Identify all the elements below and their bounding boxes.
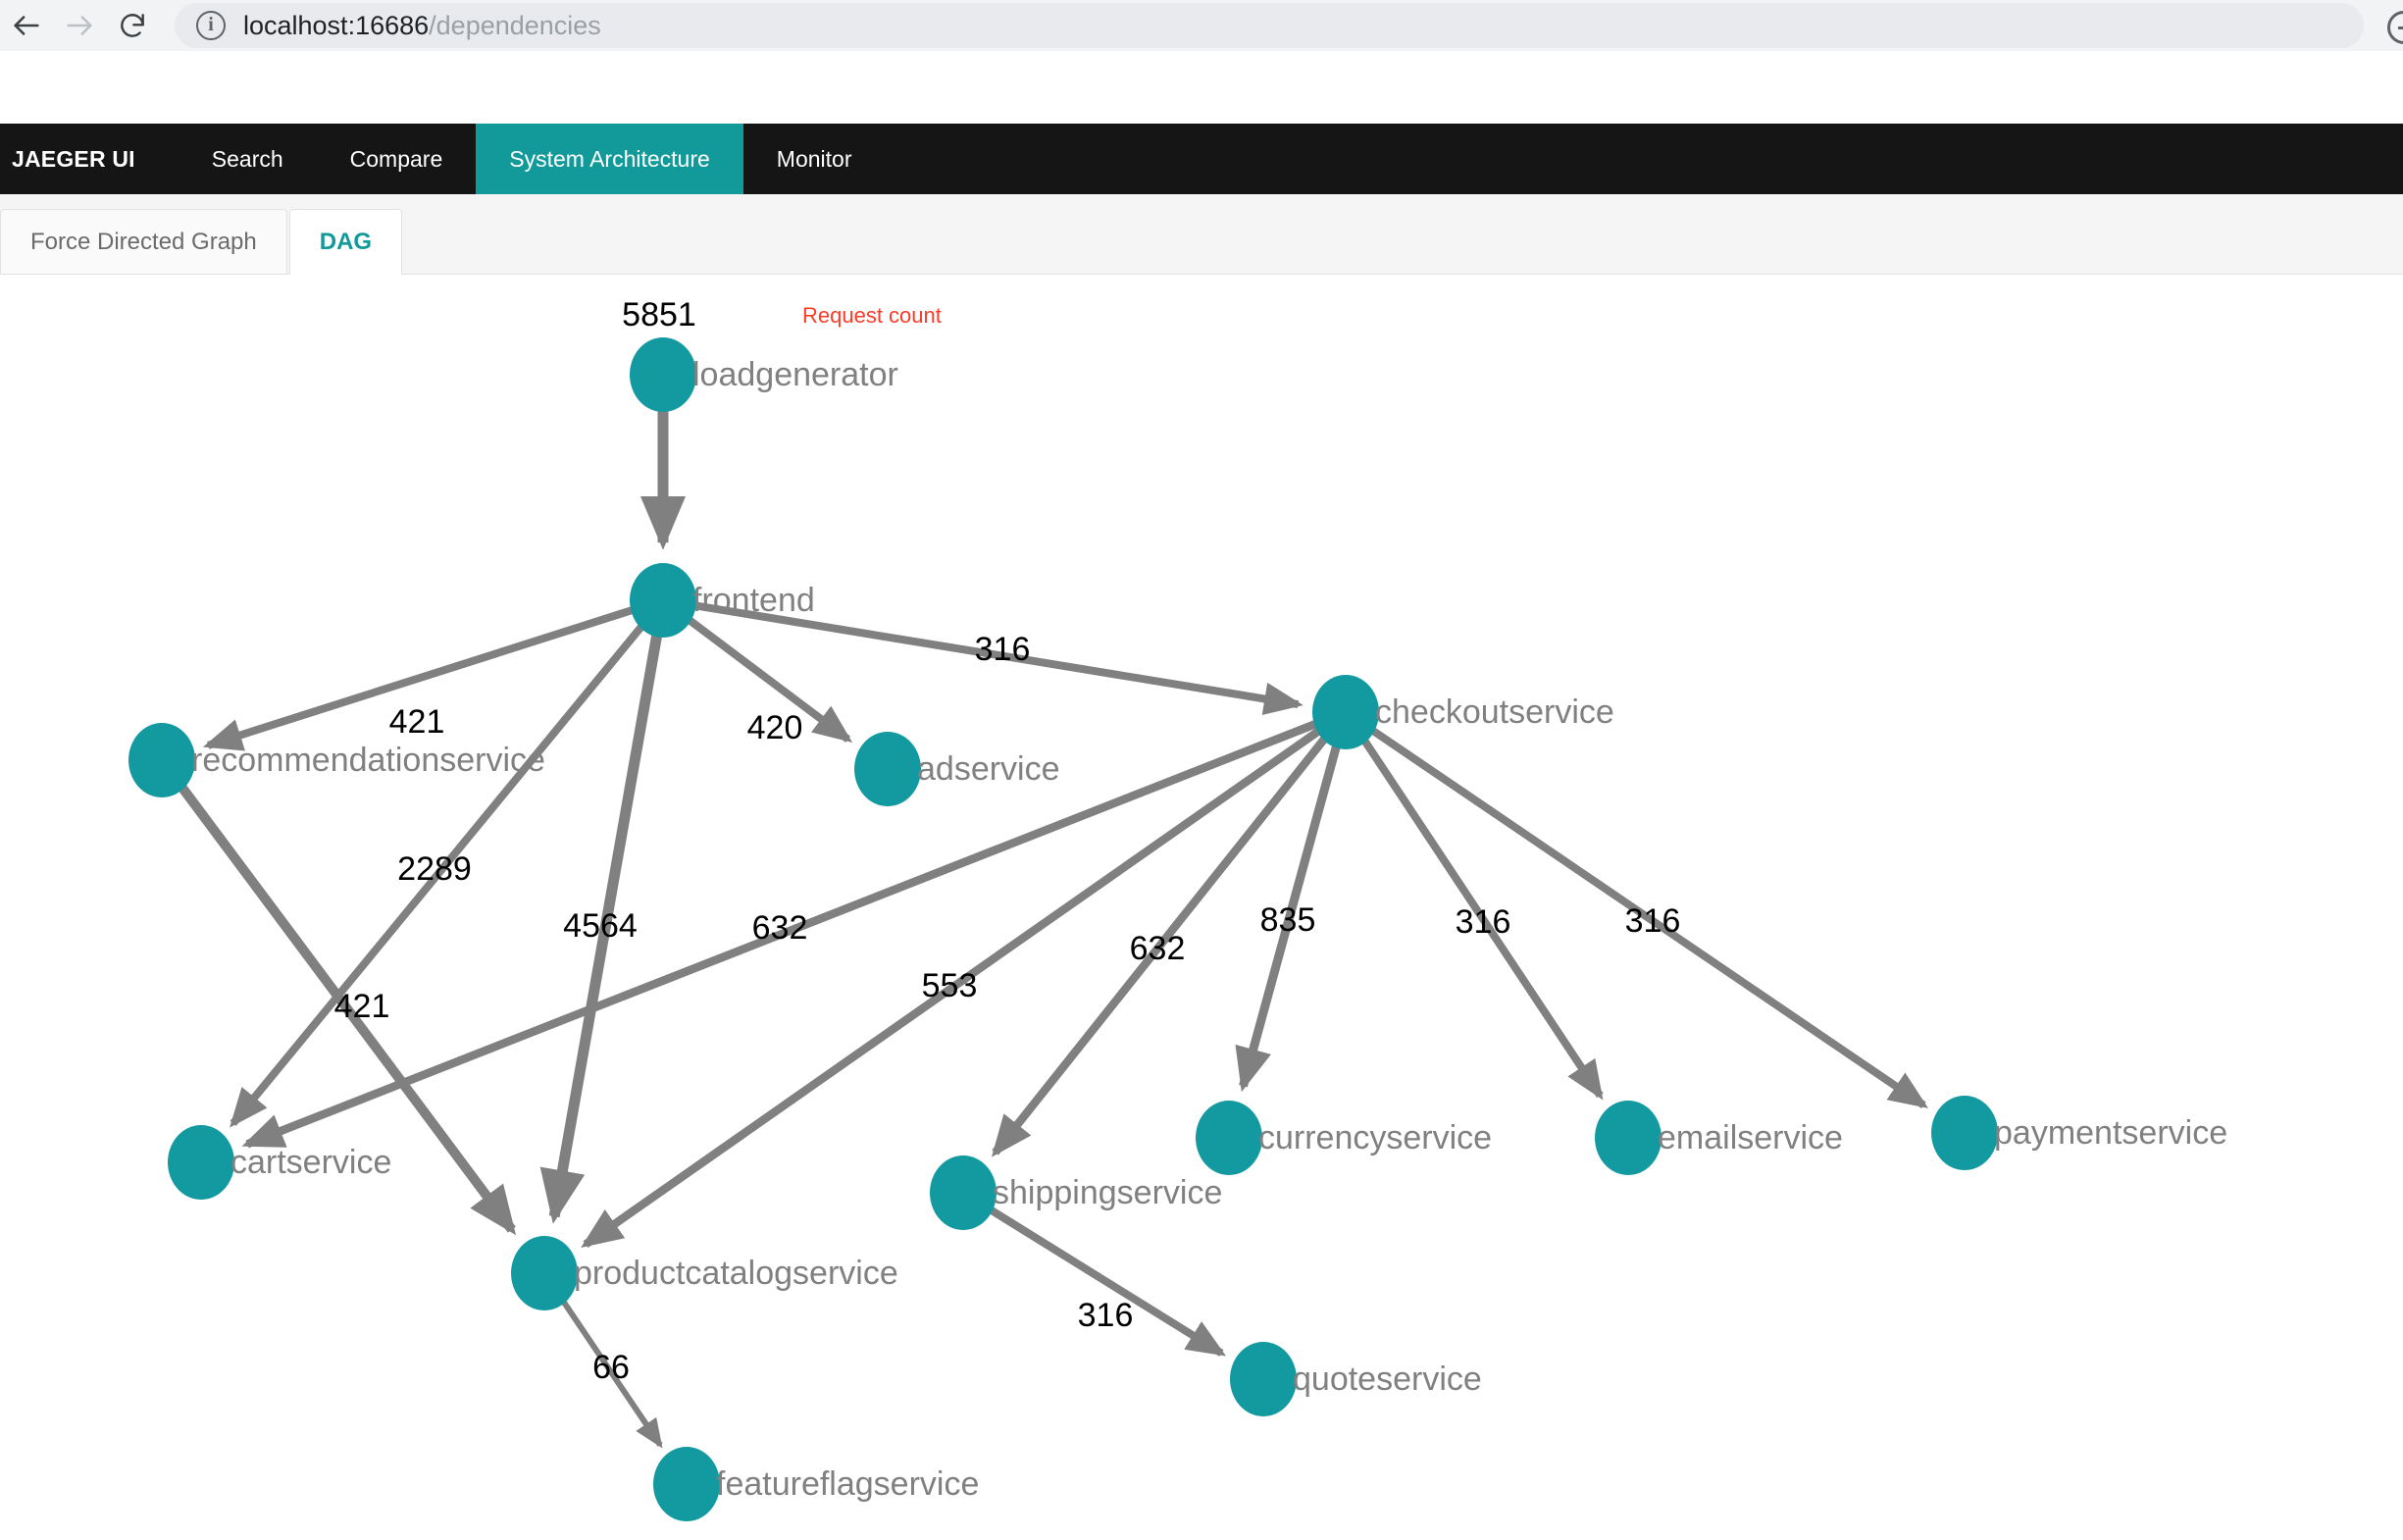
- dag-edges-layer: [178, 410, 1929, 1449]
- dag-edge[interactable]: [560, 1300, 663, 1449]
- jaeger-navbar: JAEGER UI Search Compare System Architec…: [0, 124, 2403, 194]
- dag-node-circle[interactable]: [653, 1447, 720, 1521]
- jaeger-brand[interactable]: JAEGER UI: [12, 145, 135, 172]
- nav-item-compare[interactable]: Compare: [349, 145, 443, 172]
- dag-node-circle[interactable]: [168, 1125, 234, 1200]
- dag-node[interactable]: quoteservice: [1230, 1342, 1482, 1416]
- dag-node[interactable]: emailservice: [1595, 1101, 1843, 1175]
- dag-edge-labels-layer: 5851 421 420 316 421 4564 2289 632 553 632 835 316 3…: [334, 296, 1681, 1386]
- dag-node[interactable]: recommendationservice: [128, 723, 545, 797]
- dag-node-circle[interactable]: [1230, 1342, 1297, 1416]
- info-icon[interactable]: i: [196, 11, 226, 40]
- dag-node-circle[interactable]: [854, 732, 921, 806]
- dag-node-label: paymentservice: [1994, 1114, 2227, 1152]
- dag-node-label: cartservice: [230, 1144, 391, 1181]
- dag-edge[interactable]: [241, 719, 1318, 1149]
- dag-node-circle[interactable]: [511, 1236, 578, 1310]
- dag-edge-label: 2289: [397, 850, 472, 888]
- tab-force-directed-graph[interactable]: Force Directed Graph: [0, 209, 287, 274]
- dag-node[interactable]: cartservice: [168, 1125, 391, 1200]
- dag-node-circle[interactable]: [630, 563, 696, 638]
- dag-edge[interactable]: [1360, 738, 1604, 1101]
- dag-node[interactable]: frontend: [630, 563, 815, 638]
- dag-node-label: emailservice: [1658, 1119, 1843, 1156]
- dag-node-circle[interactable]: [630, 337, 696, 412]
- dag-node-label: shippingservice: [993, 1174, 1222, 1211]
- tab-dag[interactable]: DAG: [288, 209, 403, 275]
- dag-edge[interactable]: [988, 1206, 1227, 1357]
- dag-edge-label: 5851: [622, 296, 696, 334]
- dag-edge-label: 421: [334, 988, 390, 1025]
- dag-edge[interactable]: [539, 634, 663, 1224]
- dag-node-label: checkoutservice: [1375, 693, 1614, 731]
- forward-arrow-icon[interactable]: [53, 0, 106, 51]
- nav-item-system-architecture[interactable]: System Architecture: [476, 124, 743, 194]
- dag-node[interactable]: productcatalogservice: [511, 1236, 898, 1310]
- dag-node-label: recommendationservice: [191, 742, 545, 779]
- dag-edge-label: 4564: [563, 907, 638, 945]
- dag-edge[interactable]: [1235, 744, 1341, 1093]
- back-arrow-icon[interactable]: [0, 0, 53, 51]
- dag-edge[interactable]: [178, 784, 517, 1236]
- dag-edge[interactable]: [693, 601, 1304, 716]
- dag-node[interactable]: featureflagservice: [653, 1447, 979, 1521]
- dag-node[interactable]: loadgenerator: [630, 337, 898, 412]
- dag-node-circle[interactable]: [930, 1155, 997, 1230]
- dag-edge-label: 420: [747, 709, 803, 746]
- nav-item-search[interactable]: Search: [211, 145, 283, 172]
- dag-edge-label: 66: [592, 1349, 630, 1386]
- dag-edge[interactable]: [202, 606, 635, 751]
- dag-edge[interactable]: [230, 623, 645, 1128]
- url-text: localhost:16686/dependencies: [243, 11, 601, 41]
- dag-node-label: currencyservice: [1258, 1119, 1492, 1156]
- dag-node[interactable]: paymentservice: [1931, 1096, 2227, 1170]
- dag-graph-canvas[interactable]: loadgenerator frontend recommendationservi…: [0, 275, 2403, 1540]
- dag-edge-label: 316: [1456, 903, 1511, 941]
- dag-node-circle[interactable]: [128, 723, 195, 797]
- dag-node-label: productcatalogservice: [574, 1255, 898, 1292]
- dag-edge-label: 316: [975, 631, 1031, 668]
- dag-edge[interactable]: [1370, 727, 1929, 1109]
- dag-node-label: frontend: [692, 582, 815, 619]
- dag-node[interactable]: currencyservice: [1196, 1101, 1492, 1175]
- dag-edge-label: 421: [389, 703, 445, 741]
- dag-edge-label: 632: [752, 909, 808, 947]
- request-count-legend: Request count: [802, 303, 942, 328]
- dag-edge-label: 632: [1130, 930, 1186, 967]
- url-path: /dependencies: [429, 10, 601, 40]
- dag-edge[interactable]: [991, 736, 1328, 1157]
- url-bar[interactable]: i localhost:16686/dependencies: [175, 3, 2403, 48]
- dag-node-label: loadgenerator: [692, 356, 898, 393]
- dag-node-circle[interactable]: [1312, 675, 1379, 749]
- dag-edge[interactable]: [687, 616, 853, 744]
- dag-edge-label: 316: [1078, 1297, 1134, 1334]
- dag-node-circle[interactable]: [1931, 1096, 1998, 1170]
- url-host: localhost:16686: [243, 10, 430, 40]
- browser-chrome: i localhost:16686/dependencies: [0, 0, 2403, 51]
- dag-node-circle[interactable]: [1196, 1101, 1262, 1175]
- dag-node-label: featureflagservice: [716, 1465, 979, 1503]
- dag-node-label: quoteservice: [1293, 1360, 1482, 1398]
- dag-node[interactable]: shippingservice: [930, 1155, 1222, 1230]
- dag-edge-label: 316: [1625, 902, 1681, 940]
- nav-item-monitor[interactable]: Monitor: [776, 145, 852, 172]
- dag-svg: loadgenerator frontend recommendationservi…: [128, 296, 2227, 1521]
- dag-edge-label: 835: [1260, 901, 1316, 939]
- dag-edge-label: 553: [922, 967, 978, 1004]
- dag-node[interactable]: checkoutservice: [1312, 675, 1614, 749]
- dag-node-circle[interactable]: [1595, 1101, 1662, 1175]
- graph-type-tabs: Force Directed Graph DAG: [0, 194, 2403, 275]
- dag-node[interactable]: adservice: [854, 732, 1060, 806]
- profile-icon[interactable]: [2387, 11, 2403, 44]
- reload-icon[interactable]: [106, 0, 159, 51]
- dag-nodes-layer: loadgenerator frontend recommendationservi…: [128, 337, 2227, 1521]
- dag-node-label: adservice: [917, 750, 1060, 788]
- dag-edge[interactable]: [581, 727, 1322, 1249]
